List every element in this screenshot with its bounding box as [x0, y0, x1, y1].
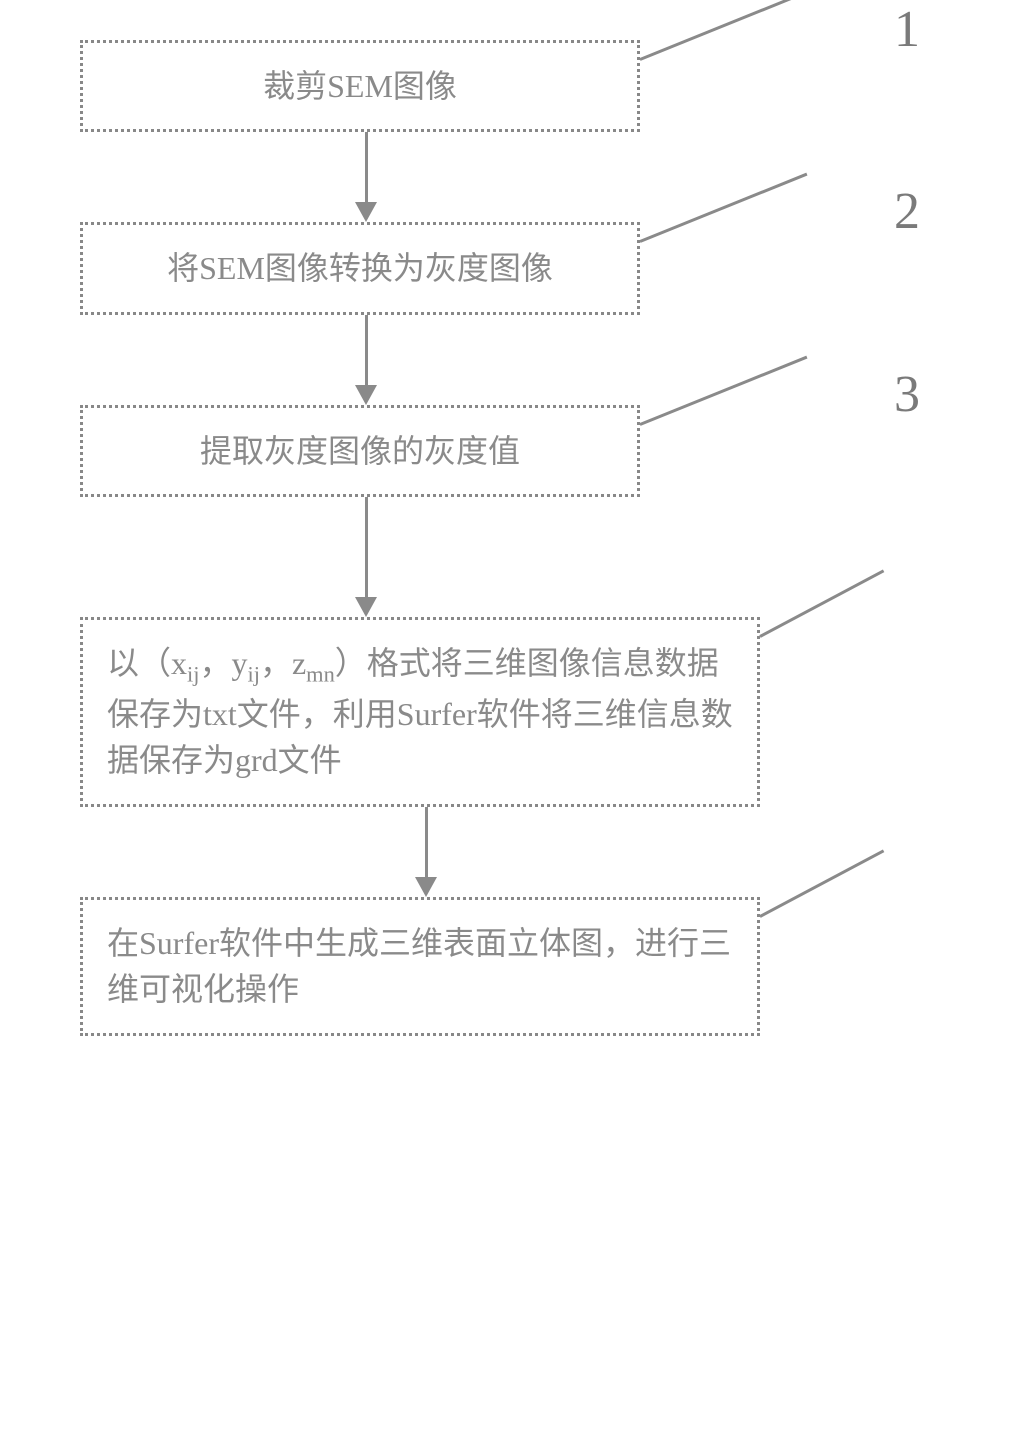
- arrow-stem-icon: [365, 315, 368, 385]
- flow-row-4: 以（xij，yij，zmn）格式将三维图像信息数据保存为txt文件，利用Surf…: [80, 617, 1022, 807]
- arrow-stem-icon: [425, 807, 428, 877]
- flow-row-1: 裁剪SEM图像1: [80, 40, 960, 132]
- callout-line-3: [639, 355, 807, 425]
- flow-row-3: 提取灰度图像的灰度值3: [80, 405, 960, 497]
- arrow-head-icon: [355, 202, 377, 222]
- flow-box-5: 在Surfer软件中生成三维表面立体图，进行三维可视化操作: [80, 897, 760, 1036]
- flow-row-2: 将SEM图像转换为灰度图像2: [80, 222, 960, 314]
- arrow-stem-icon: [365, 132, 368, 202]
- arrow-head-icon: [355, 385, 377, 405]
- flowchart-container: 裁剪SEM图像1将SEM图像转换为灰度图像2提取灰度图像的灰度值3以（xij，y…: [80, 40, 1002, 1036]
- callout-number-2: 2: [894, 182, 920, 241]
- arrow-stem-icon: [365, 497, 368, 597]
- arrow-head-icon: [355, 597, 377, 617]
- callout-number-3: 3: [894, 365, 920, 424]
- callout-number-1: 1: [894, 0, 920, 59]
- arrow-4-to-5: [415, 807, 437, 897]
- callout-line-1: [639, 0, 807, 61]
- flow-box-3: 提取灰度图像的灰度值: [80, 405, 640, 497]
- callout-line-2: [639, 173, 807, 243]
- arrow-3-to-4: [355, 497, 377, 617]
- flow-row-5: 在Surfer软件中生成三维表面立体图，进行三维可视化操作5: [80, 897, 1022, 1036]
- arrow-2-to-3: [355, 315, 377, 405]
- callout-line-4: [759, 570, 884, 638]
- callout-line-5: [759, 849, 884, 917]
- flow-box-2: 将SEM图像转换为灰度图像: [80, 222, 640, 314]
- flow-box-1: 裁剪SEM图像: [80, 40, 640, 132]
- arrow-head-icon: [415, 877, 437, 897]
- flow-box-4: 以（xij，yij，zmn）格式将三维图像信息数据保存为txt文件，利用Surf…: [80, 617, 760, 807]
- arrow-1-to-2: [355, 132, 377, 222]
